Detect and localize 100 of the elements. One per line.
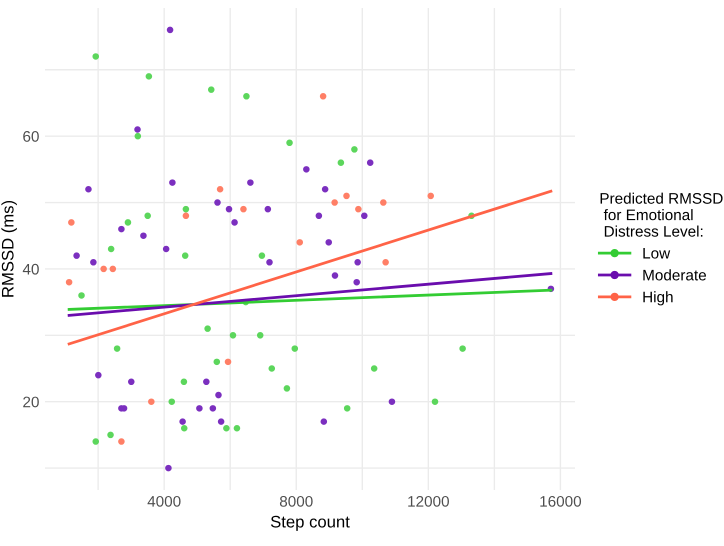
- point: [240, 206, 247, 212]
- x-tick-label: 16000: [540, 496, 582, 507]
- point: [114, 345, 120, 352]
- point: [320, 93, 326, 100]
- point: [165, 464, 172, 472]
- point: [180, 425, 188, 432]
- point: [344, 405, 350, 412]
- point: [216, 186, 224, 193]
- point: [128, 378, 135, 386]
- point: [210, 405, 216, 412]
- point: [68, 219, 75, 226]
- point: [320, 418, 328, 425]
- point: [284, 385, 290, 392]
- point: [370, 365, 378, 372]
- point: [90, 259, 97, 266]
- point: [226, 206, 232, 212]
- point: [203, 378, 210, 386]
- point: [224, 358, 232, 366]
- point: [266, 259, 273, 266]
- x-axis-title: Step count: [270, 516, 350, 531]
- point: [196, 405, 203, 412]
- point: [243, 93, 250, 100]
- point: [92, 53, 100, 60]
- point: [338, 159, 344, 166]
- y-tick-label: 60: [23, 131, 39, 142]
- legend-label: Moderate: [643, 269, 706, 280]
- point: [256, 332, 264, 339]
- point: [351, 146, 358, 153]
- point: [234, 425, 240, 432]
- point: [166, 26, 174, 34]
- point: [427, 192, 434, 200]
- point: [110, 266, 116, 272]
- point: [169, 179, 176, 186]
- point: [316, 212, 322, 220]
- point: [214, 358, 220, 366]
- point: [118, 226, 125, 232]
- point: [208, 86, 215, 93]
- point: [118, 438, 125, 445]
- point: [332, 272, 338, 279]
- point: [85, 186, 92, 193]
- point: [247, 179, 254, 186]
- point: [66, 278, 72, 286]
- point: [140, 232, 147, 239]
- point: [353, 278, 360, 286]
- point: [124, 219, 132, 226]
- legend-title: Predicted RMSSD for Emotional Distress Level:: [600, 192, 723, 237]
- point: [92, 438, 100, 445]
- point: [78, 292, 85, 299]
- point: [366, 159, 374, 166]
- point: [459, 345, 466, 352]
- point: [182, 206, 190, 212]
- point: [286, 140, 293, 146]
- point: [432, 398, 438, 405]
- point: [355, 206, 362, 212]
- point: [223, 425, 230, 432]
- x-tick-label: 12000: [408, 496, 449, 507]
- point: [343, 192, 350, 200]
- point: [162, 246, 170, 252]
- point: [331, 199, 338, 206]
- point: [303, 166, 310, 173]
- x-tick-label: 4000: [148, 496, 181, 507]
- point: [144, 212, 151, 220]
- point: [322, 186, 328, 193]
- point: [180, 378, 188, 386]
- legend-label: High: [643, 291, 673, 306]
- point: [182, 252, 188, 259]
- point: [325, 239, 332, 246]
- point: [179, 418, 186, 425]
- point: [182, 212, 190, 220]
- point: [134, 132, 142, 140]
- point: [292, 345, 298, 352]
- point: [264, 206, 272, 212]
- point: [258, 252, 266, 259]
- point: [388, 398, 396, 405]
- x-tick-label: 8000: [280, 496, 313, 507]
- point: [168, 398, 176, 405]
- point: [148, 398, 155, 405]
- point: [134, 126, 141, 133]
- point: [214, 199, 221, 206]
- point: [231, 219, 238, 226]
- point: [146, 73, 152, 80]
- y-tick-label: 20: [23, 396, 39, 408]
- point: [100, 266, 107, 272]
- point: [204, 325, 211, 332]
- point: [73, 252, 80, 259]
- legend-label: Low: [643, 248, 670, 259]
- point: [230, 332, 236, 339]
- point: [218, 418, 224, 425]
- y-tick-label: 40: [22, 264, 39, 275]
- point: [380, 199, 387, 206]
- point: [108, 246, 114, 252]
- y-axis-title: RMSSD (ms): [1, 200, 17, 297]
- point: [215, 392, 222, 398]
- point: [382, 259, 389, 266]
- point: [361, 212, 368, 220]
- point: [268, 365, 276, 372]
- point: [107, 432, 114, 438]
- point: [296, 239, 304, 246]
- point: [95, 372, 102, 378]
- point: [354, 259, 361, 266]
